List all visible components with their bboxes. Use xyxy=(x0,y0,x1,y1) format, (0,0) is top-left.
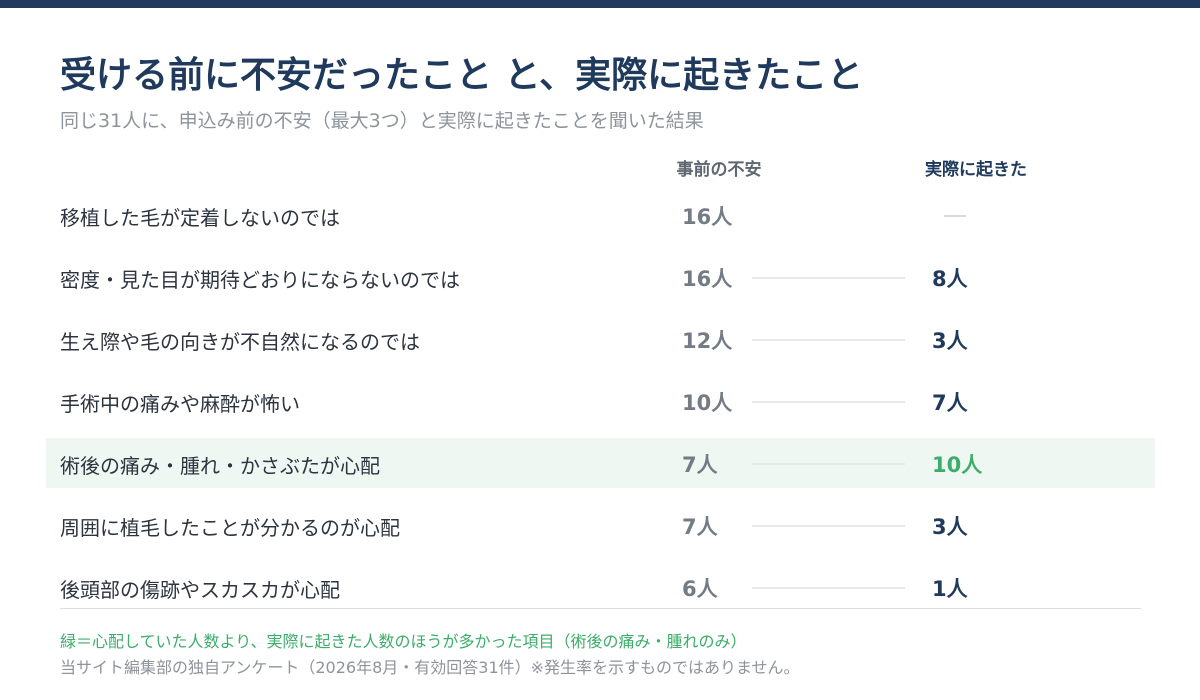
row-connector-line xyxy=(752,401,905,403)
after-value-none xyxy=(944,215,966,217)
row-label: 手術中の痛みや麻酔が怖い xyxy=(60,392,300,416)
source-note: 当サイト編集部の独自アンケート（2026年8月・有効回答31件）※発生率を示すも… xyxy=(60,658,800,677)
top-accent-bar xyxy=(0,0,1200,8)
row-connector-line xyxy=(752,525,905,527)
table-row: 密度・見た目が期待どおりにならないのでは 16人 8人 xyxy=(46,252,1155,302)
table-row: 周囲に植毛したことが分かるのが心配 7人 3人 xyxy=(46,500,1155,550)
row-connector-line xyxy=(752,587,905,589)
row-connector-line xyxy=(752,463,905,465)
column-header-after: 実際に起きた xyxy=(925,160,1027,180)
legend-note-green: 緑＝心配していた人数より、実際に起きた人数のほうが多かった項目（術後の痛み・腫れ… xyxy=(60,632,747,651)
after-value: 3人 xyxy=(932,329,968,353)
table-row: 手術中の痛みや麻酔が怖い 10人 7人 xyxy=(46,376,1155,426)
before-value: 7人 xyxy=(682,515,718,539)
before-value: 7人 xyxy=(682,453,718,477)
page-title: 受ける前に不安だったこと と、実際に起きたこと xyxy=(60,55,864,96)
after-value: 7人 xyxy=(932,391,968,415)
row-label: 密度・見た目が期待どおりにならないのでは xyxy=(60,268,460,292)
table-bottom-divider xyxy=(60,608,1141,609)
row-label: 後頭部の傷跡やスカスカが心配 xyxy=(60,578,340,602)
table-row: 移植した毛が定着しないのでは 16人 xyxy=(46,190,1155,240)
before-value: 12人 xyxy=(682,329,733,353)
before-value: 16人 xyxy=(682,267,733,291)
after-value: 3人 xyxy=(932,515,968,539)
table-row: 後頭部の傷跡やスカスカが心配 6人 1人 xyxy=(46,562,1155,612)
table-row: 生え際や毛の向きが不自然になるのでは 12人 3人 xyxy=(46,314,1155,364)
before-value: 6人 xyxy=(682,577,718,601)
row-connector-line xyxy=(752,277,905,279)
row-label: 周囲に植毛したことが分かるのが心配 xyxy=(60,516,400,540)
row-label: 移植した毛が定着しないのでは xyxy=(60,206,340,230)
before-value: 16人 xyxy=(682,205,733,229)
after-value: 1人 xyxy=(932,577,968,601)
row-connector-line xyxy=(752,339,905,341)
page-subtitle: 同じ31人に、申込み前の不安（最大3つ）と実際に起きたことを聞いた結果 xyxy=(60,110,704,132)
after-value: 8人 xyxy=(932,267,968,291)
column-header-before: 事前の不安 xyxy=(676,160,762,180)
after-value: 10人 xyxy=(932,453,983,477)
before-value: 10人 xyxy=(682,391,733,415)
row-label: 生え際や毛の向きが不自然になるのでは xyxy=(60,330,420,354)
table-row: 術後の痛み・腫れ・かさぶたが心配 7人 10人 xyxy=(46,438,1155,488)
row-label: 術後の痛み・腫れ・かさぶたが心配 xyxy=(60,454,380,478)
